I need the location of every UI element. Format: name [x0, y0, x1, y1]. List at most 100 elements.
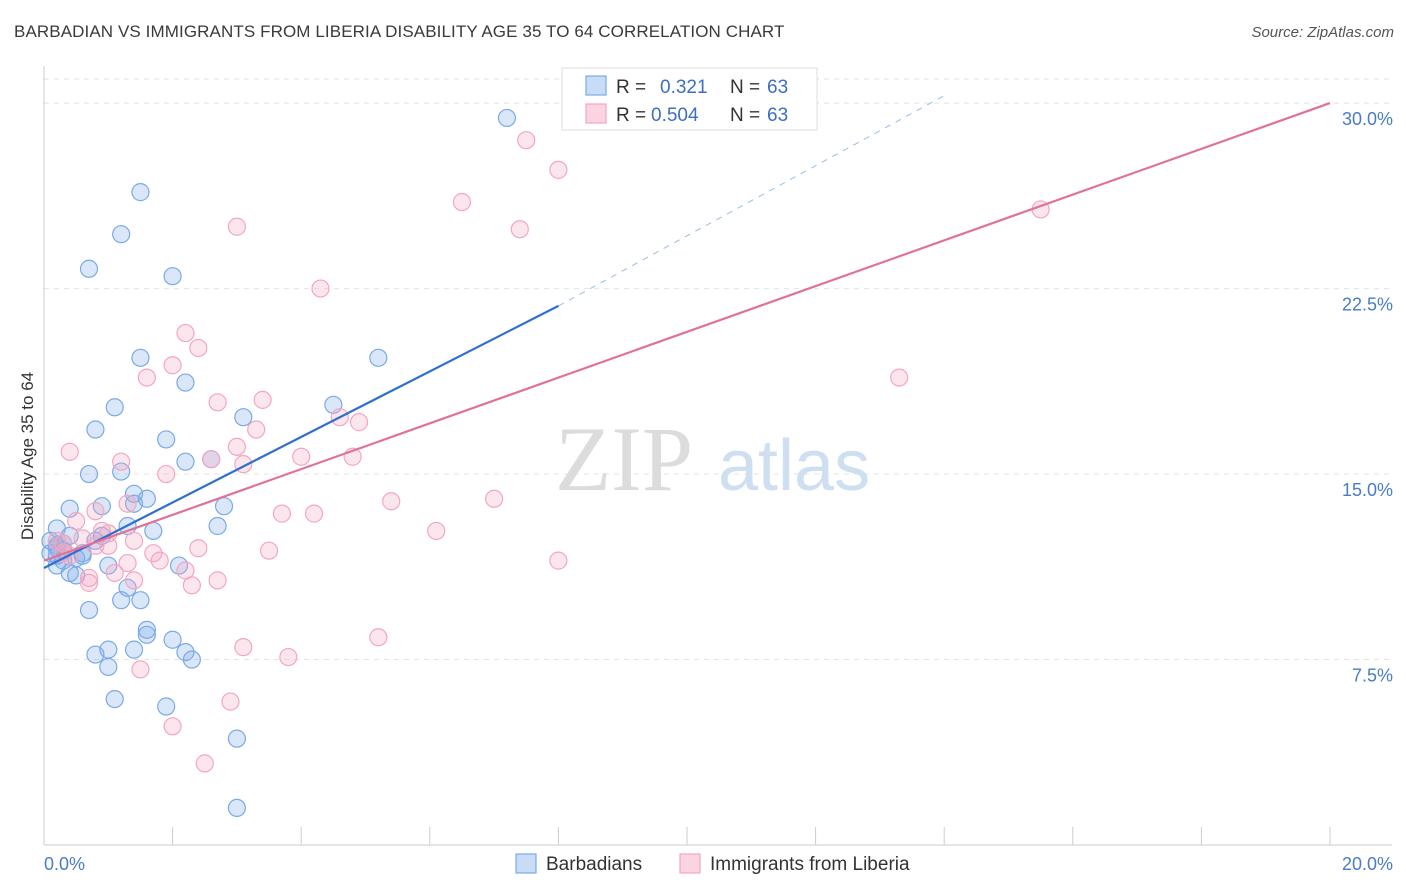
point-liberia-22: [202, 450, 221, 469]
legend-n-value-1: 63: [767, 77, 788, 98]
point-barbadians-14: [176, 452, 195, 471]
point-barbadians-54: [124, 640, 144, 659]
x-tick-max: 20.0%: [1342, 854, 1393, 874]
point-liberia-35: [124, 531, 144, 550]
point-liberia-28: [86, 502, 105, 521]
point-barbadians-49: [163, 630, 182, 649]
point-barbadians-19: [124, 494, 144, 513]
point-barbadians-16: [79, 464, 99, 484]
point-liberia-58: [163, 717, 182, 736]
point-barbadians-1: [131, 183, 150, 202]
point-barbadians-8: [105, 398, 124, 417]
point-barbadians-55: [99, 657, 118, 677]
point-liberia-17: [227, 437, 246, 456]
legend-series-barbadians: Barbadians: [546, 854, 642, 875]
legend-swatch-barbadians: [585, 75, 607, 96]
point-barbadians-52: [86, 645, 105, 664]
point-liberia-26: [382, 492, 401, 511]
point-liberia-13: [208, 393, 227, 412]
point-barbadians-7: [176, 373, 195, 392]
point-liberia-53: [369, 628, 388, 647]
point-liberia-52: [182, 576, 201, 595]
legend-r-value-1: 0.321: [660, 77, 708, 98]
point-liberia-25: [485, 489, 504, 508]
point-liberia-57: [221, 692, 240, 711]
data-points: [41, 108, 1050, 818]
point-barbadians-6: [131, 348, 150, 367]
point-liberia-16: [247, 420, 266, 439]
legend-r-label-1: R =: [616, 77, 646, 98]
stats-legend: R = 0.321 N = 63 R = 0.504 N = 63: [561, 67, 818, 131]
point-liberia-9: [163, 356, 182, 375]
point-liberia-24: [157, 464, 176, 484]
point-barbadians-0: [497, 108, 517, 128]
y-tick-label-1: 15.0%: [1342, 480, 1393, 500]
point-liberia-31: [67, 511, 86, 531]
point-barbadians-44: [131, 591, 150, 610]
point-barbadians-15: [112, 462, 131, 481]
point-liberia-38: [189, 539, 208, 558]
bottom-swatch-liberia: [679, 853, 701, 874]
point-barbadians-59: [227, 798, 246, 818]
point-liberia-10: [137, 368, 156, 387]
point-liberia-11: [890, 368, 909, 387]
point-barbadians-5: [369, 348, 388, 367]
point-barbadians-58: [227, 729, 246, 748]
legend-r-value-2: 0.504: [651, 105, 699, 126]
y-axis-label: Disability Age 35 to 64: [18, 372, 37, 540]
legend-n-label-2: N =: [730, 105, 760, 126]
point-liberia-48: [79, 568, 99, 588]
y-tick-label-0: 7.5%: [1352, 666, 1393, 686]
point-liberia-50: [208, 571, 227, 590]
point-liberia-12: [253, 390, 272, 409]
point-liberia-5: [510, 220, 529, 239]
point-barbadians-2: [112, 225, 131, 244]
point-barbadians-23: [208, 516, 227, 536]
point-liberia-44: [549, 551, 568, 570]
point-barbadians-56: [105, 689, 124, 709]
point-liberia-21: [112, 452, 131, 471]
point-liberia-43: [150, 551, 169, 570]
point-barbadians-10: [234, 408, 253, 427]
watermark-zip: ZIP: [555, 408, 693, 510]
point-barbadians-12: [157, 430, 176, 449]
point-liberia-4: [227, 217, 246, 236]
point-liberia-54: [234, 638, 253, 657]
legend-n-label-1: N =: [730, 77, 760, 98]
point-barbadians-51: [176, 643, 195, 662]
y-tick-label-3: 30.0%: [1342, 109, 1393, 129]
point-liberia-30: [304, 504, 324, 523]
point-barbadians-3: [79, 259, 99, 278]
legend-series-liberia: Immigrants from Liberia: [710, 854, 910, 875]
trend-liberia: [43, 102, 1331, 562]
point-liberia-2: [452, 192, 472, 212]
bottom-swatch-barbadians: [515, 853, 537, 874]
chart-title: BARBADIAN VS IMMIGRANTS FROM LIBERIA DIS…: [14, 22, 785, 41]
point-barbadians-46: [79, 600, 99, 620]
point-liberia-18: [60, 442, 79, 461]
point-liberia-47: [105, 563, 124, 583]
legend-r-label-2: R =: [616, 105, 646, 126]
point-liberia-41: [144, 544, 163, 563]
point-liberia-19: [292, 447, 311, 466]
point-liberia-6: [311, 279, 330, 298]
point-barbadians-11: [86, 420, 105, 439]
point-liberia-34: [427, 521, 446, 541]
legend-swatch-liberia: [585, 103, 607, 124]
point-liberia-55: [279, 647, 298, 667]
watermark-atlas: atlas: [718, 426, 870, 506]
point-liberia-1: [549, 160, 568, 179]
point-liberia-8: [189, 338, 208, 358]
point-liberia-7: [176, 323, 195, 343]
chart-source: Source: ZipAtlas.com: [1251, 24, 1394, 41]
point-barbadians-4: [163, 267, 182, 286]
point-liberia-15: [349, 413, 369, 432]
point-barbadians-47: [137, 620, 156, 639]
axes: 7.5% 15.0% 22.5% 30.0%: [43, 66, 1393, 846]
point-liberia-0: [517, 131, 536, 150]
x-tick-min: 0.0%: [44, 854, 85, 874]
point-liberia-59: [195, 754, 214, 773]
trend-barbadians-extension: [558, 95, 945, 307]
point-liberia-56: [131, 660, 150, 679]
